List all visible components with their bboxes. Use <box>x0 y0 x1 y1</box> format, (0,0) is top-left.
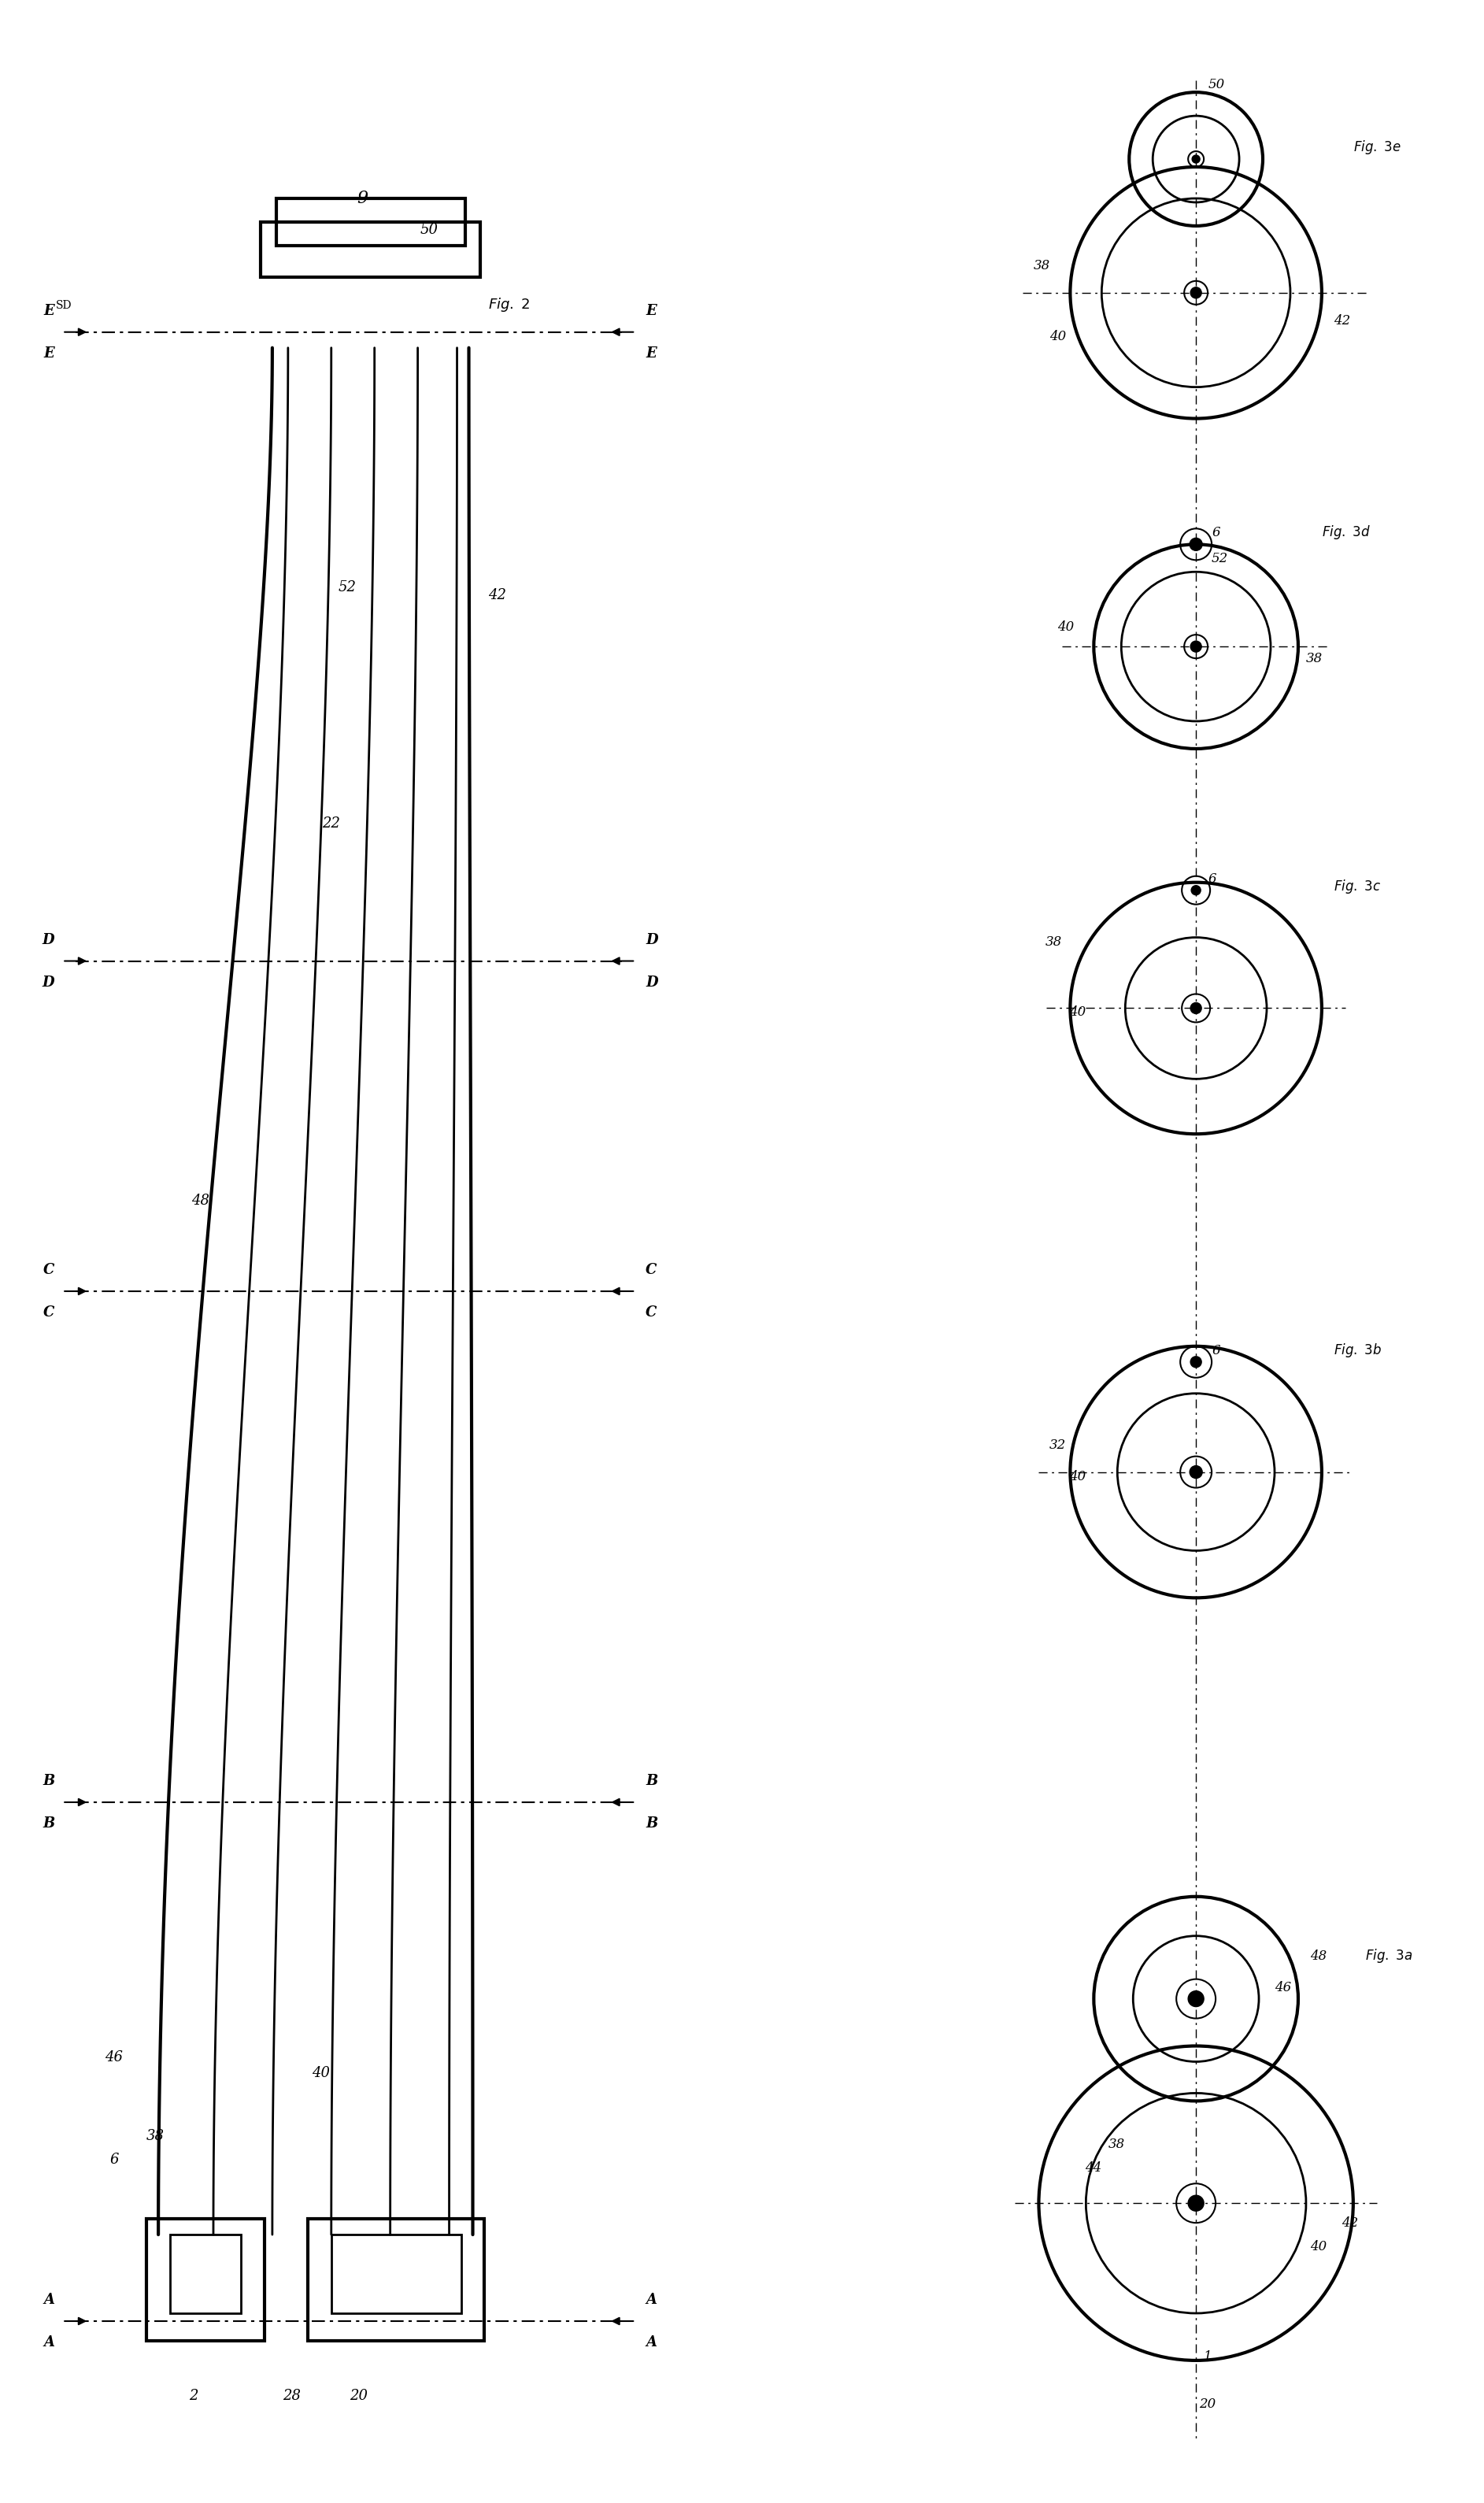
Text: 42: 42 <box>488 588 506 603</box>
Text: B: B <box>646 1775 657 1787</box>
Text: $\it{Fig.\ 3d}$: $\it{Fig.\ 3d}$ <box>1322 523 1370 541</box>
Bar <box>307 2220 485 2340</box>
Text: C: C <box>646 1264 657 1277</box>
Text: E: E <box>43 345 55 360</box>
Text: 44: 44 <box>1085 2163 1101 2175</box>
Text: E: E <box>646 345 656 360</box>
Text: C: C <box>43 1307 55 1319</box>
Text: B: B <box>43 1817 55 1830</box>
Text: B: B <box>646 1817 657 1830</box>
Text: 20: 20 <box>350 2388 368 2403</box>
Text: A: A <box>43 2293 55 2308</box>
Text: 48: 48 <box>1310 1950 1327 1962</box>
Bar <box>171 2235 240 2313</box>
Text: E: E <box>646 303 656 318</box>
Text: A: A <box>646 2335 657 2350</box>
Text: D: D <box>646 934 657 946</box>
Text: 38: 38 <box>1046 936 1063 949</box>
Text: D: D <box>42 934 55 946</box>
Circle shape <box>1192 886 1201 896</box>
Text: A: A <box>646 2293 657 2308</box>
Text: $\it{Fig.\ 3b}$: $\it{Fig.\ 3b}$ <box>1334 1342 1382 1359</box>
Text: C: C <box>43 1264 55 1277</box>
Text: 32: 32 <box>1049 1439 1067 1452</box>
Text: 22: 22 <box>322 816 340 831</box>
Text: 46: 46 <box>105 2050 123 2065</box>
Text: 20: 20 <box>1199 2398 1215 2410</box>
Text: 48: 48 <box>191 1194 209 1209</box>
Text: $\it{Fig.\ 3c}$: $\it{Fig.\ 3c}$ <box>1334 879 1382 896</box>
Text: B: B <box>43 1775 55 1787</box>
Circle shape <box>1189 2195 1204 2210</box>
Circle shape <box>1190 1357 1202 1367</box>
Text: E: E <box>43 303 55 318</box>
Text: 46: 46 <box>1275 1980 1291 1995</box>
Text: 38: 38 <box>147 2130 165 2143</box>
Text: D: D <box>646 976 657 989</box>
Bar <box>331 2235 462 2313</box>
Text: $\it{Fig.\ 3a}$: $\it{Fig.\ 3a}$ <box>1365 1947 1413 1965</box>
Circle shape <box>1190 288 1202 298</box>
Text: 6: 6 <box>110 2153 119 2168</box>
Text: 38: 38 <box>1109 2138 1125 2150</box>
Circle shape <box>1190 641 1202 651</box>
Text: 42: 42 <box>1334 313 1350 328</box>
Text: 9: 9 <box>358 190 368 208</box>
Text: 6: 6 <box>1208 871 1215 886</box>
Text: C: C <box>646 1307 657 1319</box>
Text: 38: 38 <box>1306 651 1322 666</box>
Text: 6: 6 <box>1212 1344 1220 1357</box>
Text: SD: SD <box>56 300 73 310</box>
Circle shape <box>1190 538 1202 551</box>
Text: 40: 40 <box>1068 1469 1086 1484</box>
Text: 40: 40 <box>1068 1006 1086 1019</box>
Text: 40: 40 <box>1310 2240 1327 2253</box>
Text: 38: 38 <box>1034 258 1051 273</box>
Text: 42: 42 <box>1342 2218 1358 2230</box>
Circle shape <box>1189 1990 1204 2007</box>
Text: 52: 52 <box>1212 553 1229 566</box>
Bar <box>261 223 481 278</box>
Circle shape <box>1190 1467 1202 1479</box>
Text: A: A <box>43 2335 55 2350</box>
Text: 28: 28 <box>283 2388 301 2403</box>
Text: 2: 2 <box>188 2388 199 2403</box>
Text: 1: 1 <box>1204 2350 1212 2363</box>
Text: 40: 40 <box>312 2067 329 2080</box>
Circle shape <box>1192 155 1201 163</box>
Text: 6: 6 <box>1212 526 1220 541</box>
Text: 40: 40 <box>1049 330 1067 343</box>
Bar <box>147 2220 264 2340</box>
Text: 52: 52 <box>338 581 356 596</box>
Text: $\it{Fig.\ 3e}$: $\it{Fig.\ 3e}$ <box>1353 138 1401 155</box>
Text: 40: 40 <box>1058 621 1074 633</box>
Text: 50: 50 <box>1208 78 1224 93</box>
Bar <box>276 198 464 245</box>
Circle shape <box>1190 1004 1202 1014</box>
Text: $\it{Fig.\ 2}$: $\it{Fig.\ 2}$ <box>488 295 531 313</box>
Text: D: D <box>42 976 55 989</box>
Text: 50: 50 <box>420 223 439 238</box>
